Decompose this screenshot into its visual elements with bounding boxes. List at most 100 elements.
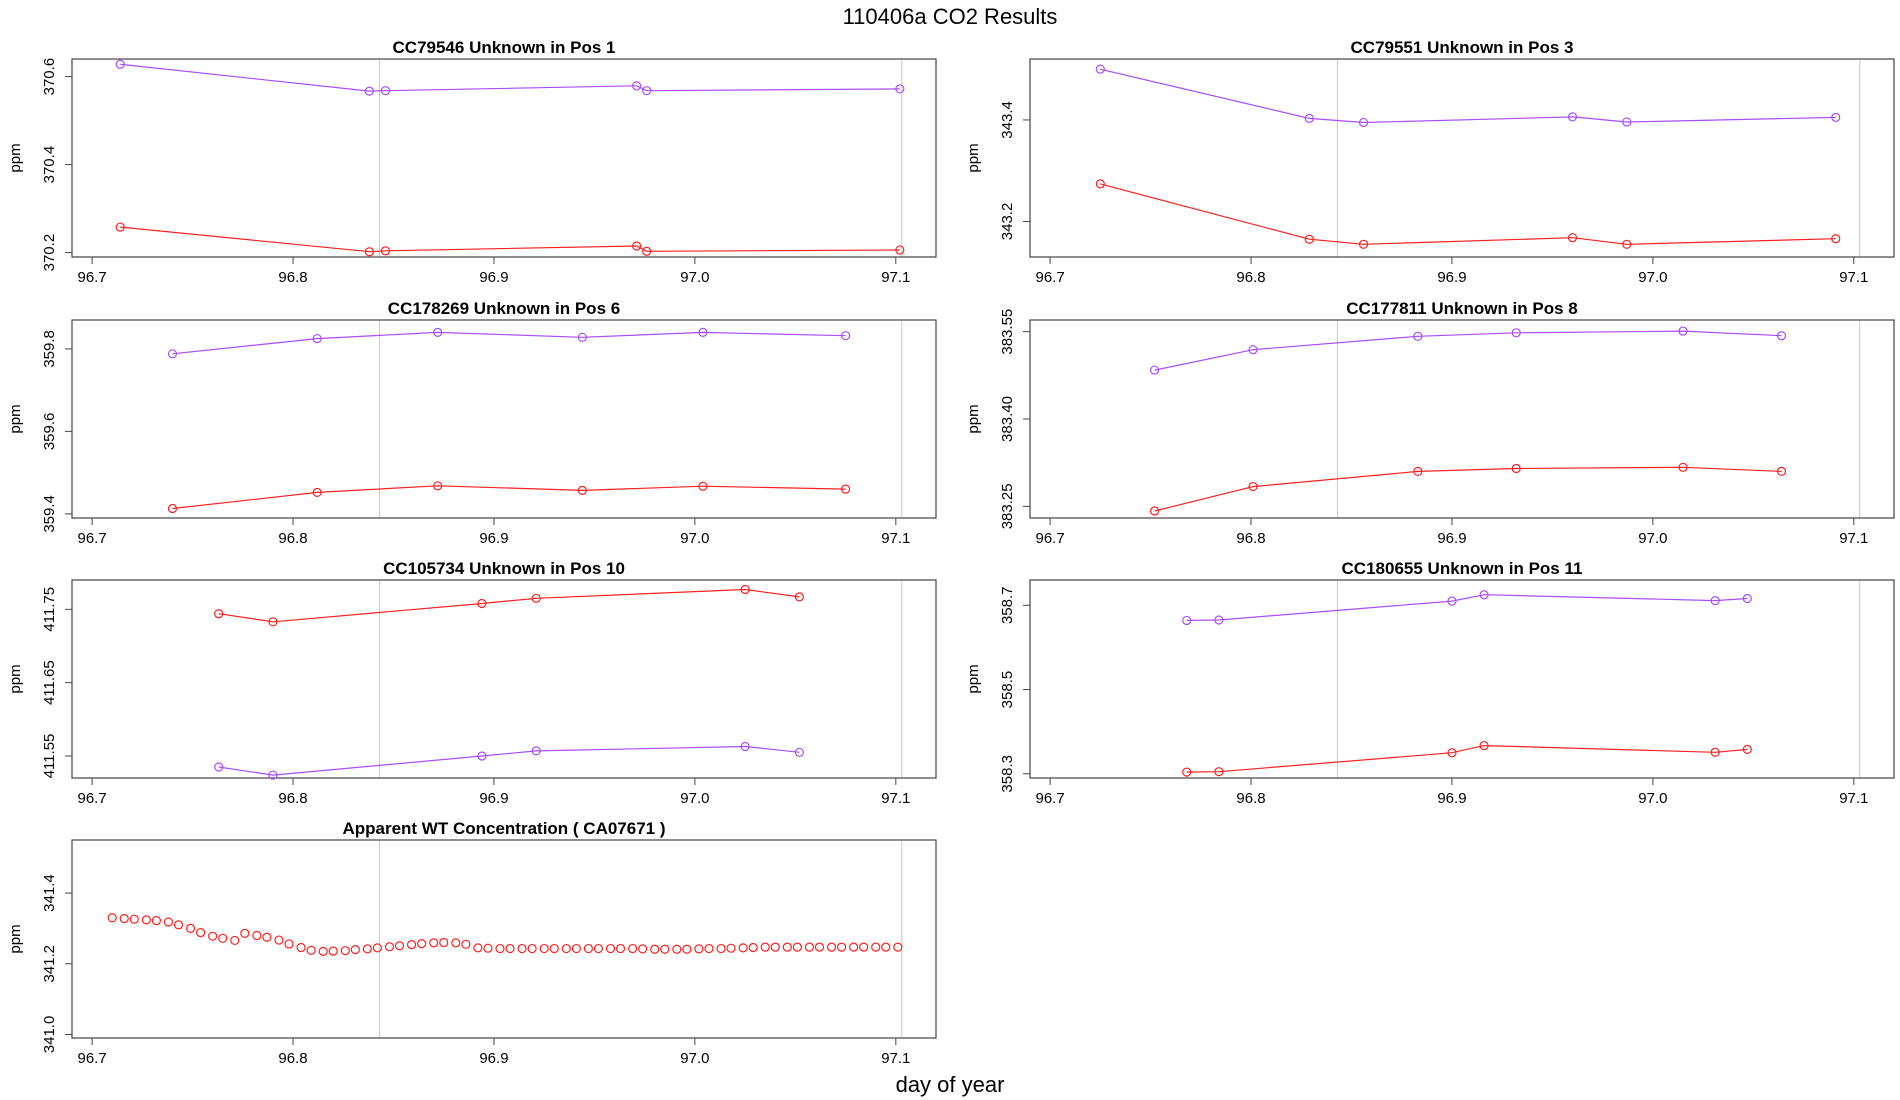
- data-point: [660, 944, 670, 954]
- data-point: [380, 246, 391, 256]
- data-point: [531, 746, 541, 756]
- data-point: [881, 942, 891, 952]
- data-point: [782, 942, 792, 952]
- data-point: [794, 747, 804, 757]
- data-point: [1248, 481, 1258, 492]
- data-point: [268, 617, 278, 627]
- data-point: [840, 484, 851, 494]
- data-point: [577, 332, 587, 342]
- data-point: [517, 943, 527, 954]
- y-tick-label: 370.4: [41, 146, 58, 184]
- data-point: [1214, 767, 1224, 777]
- data-point: [1095, 179, 1105, 189]
- y-tick-label: 341.4: [41, 874, 58, 912]
- y-tick-label: 370.2: [41, 234, 58, 272]
- data-point: [549, 943, 559, 954]
- chart-title: Apparent WT Concentration ( CA07671 ): [342, 819, 665, 838]
- data-point: [406, 940, 417, 950]
- data-point: [1511, 463, 1521, 474]
- data-point: [505, 943, 515, 954]
- data-point: [1567, 233, 1578, 243]
- chart-title: CC79551 Unknown in Pos 3: [1351, 38, 1574, 57]
- data-point: [632, 81, 642, 91]
- data-point: [433, 481, 443, 491]
- series-line: [172, 331, 846, 355]
- series-upper: [214, 741, 804, 780]
- data-point: [451, 938, 461, 948]
- data-point: [871, 942, 881, 952]
- data-point: [1710, 596, 1720, 606]
- data-point: [605, 943, 616, 954]
- data-point: [632, 241, 642, 251]
- data-point: [716, 943, 726, 954]
- data-point: [539, 943, 549, 954]
- series-points: [107, 913, 903, 956]
- data-point: [840, 331, 851, 341]
- data-point: [274, 935, 284, 945]
- series-line: [120, 63, 900, 92]
- series-line: [218, 588, 800, 623]
- data-point: [804, 942, 815, 952]
- data-point: [384, 942, 395, 952]
- x-tick-label: 97.0: [680, 790, 709, 807]
- data-point: [561, 943, 571, 954]
- plot-frame: [1029, 579, 1895, 779]
- data-point: [895, 84, 905, 94]
- y-tick-label: 411.65: [41, 660, 58, 705]
- data-point: [167, 503, 178, 514]
- data-point: [312, 487, 322, 498]
- data-point: [1678, 326, 1688, 336]
- x-tick-label: 96.9: [1437, 790, 1466, 807]
- x-tick-label: 96.8: [278, 530, 307, 547]
- data-point: [698, 481, 708, 491]
- x-tick-label: 96.7: [77, 530, 106, 547]
- data-point: [794, 592, 804, 602]
- y-tick-label: 359.4: [41, 495, 58, 533]
- series-line: [1154, 330, 1782, 371]
- data-point: [1095, 64, 1105, 74]
- data-point: [350, 945, 360, 955]
- x-tick-label: 96.8: [278, 269, 307, 286]
- y-tick-label: 358.3: [999, 755, 1016, 793]
- x-tick-label: 96.9: [479, 1050, 508, 1067]
- data-point: [433, 327, 443, 337]
- data-point: [895, 245, 905, 255]
- data-point: [1358, 239, 1369, 249]
- data-point: [642, 246, 652, 256]
- data-point: [495, 943, 505, 954]
- series-upper: [1149, 326, 1787, 375]
- data-point: [262, 932, 272, 942]
- series-lower: [1182, 740, 1752, 777]
- plot-frame: [1029, 58, 1895, 258]
- y-axis-label: ppm: [965, 404, 982, 433]
- data-point: [473, 943, 483, 953]
- data-point: [1304, 234, 1314, 244]
- data-point: [1413, 331, 1423, 341]
- y-axis-label: ppm: [7, 404, 24, 433]
- data-point: [115, 222, 125, 232]
- figure-title: 110406a CO2 Results: [843, 4, 1058, 29]
- series-lower: [1095, 179, 1841, 249]
- x-tick-label: 97.0: [1638, 269, 1667, 286]
- data-point: [1622, 239, 1632, 249]
- x-tick-label: 96.8: [1236, 530, 1265, 547]
- data-point: [268, 770, 278, 780]
- y-axis-label: ppm: [7, 664, 24, 693]
- data-point: [394, 941, 405, 951]
- data-point: [362, 944, 372, 954]
- data-point: [1742, 744, 1752, 754]
- data-point: [738, 943, 748, 953]
- data-point: [672, 944, 682, 954]
- chart-title: CC178269 Unknown in Pos 6: [388, 299, 620, 318]
- y-tick-label: 341.0: [41, 1016, 58, 1054]
- x-tick-label: 97.0: [1638, 790, 1667, 807]
- data-point: [240, 928, 250, 938]
- data-point: [1710, 747, 1720, 757]
- series-line: [1186, 594, 1748, 621]
- data-point: [185, 923, 196, 933]
- series-upper: [115, 59, 905, 96]
- data-point: [163, 917, 174, 927]
- plot-frame: [71, 319, 937, 519]
- data-point: [372, 943, 383, 953]
- x-tick-label: 97.0: [680, 269, 709, 286]
